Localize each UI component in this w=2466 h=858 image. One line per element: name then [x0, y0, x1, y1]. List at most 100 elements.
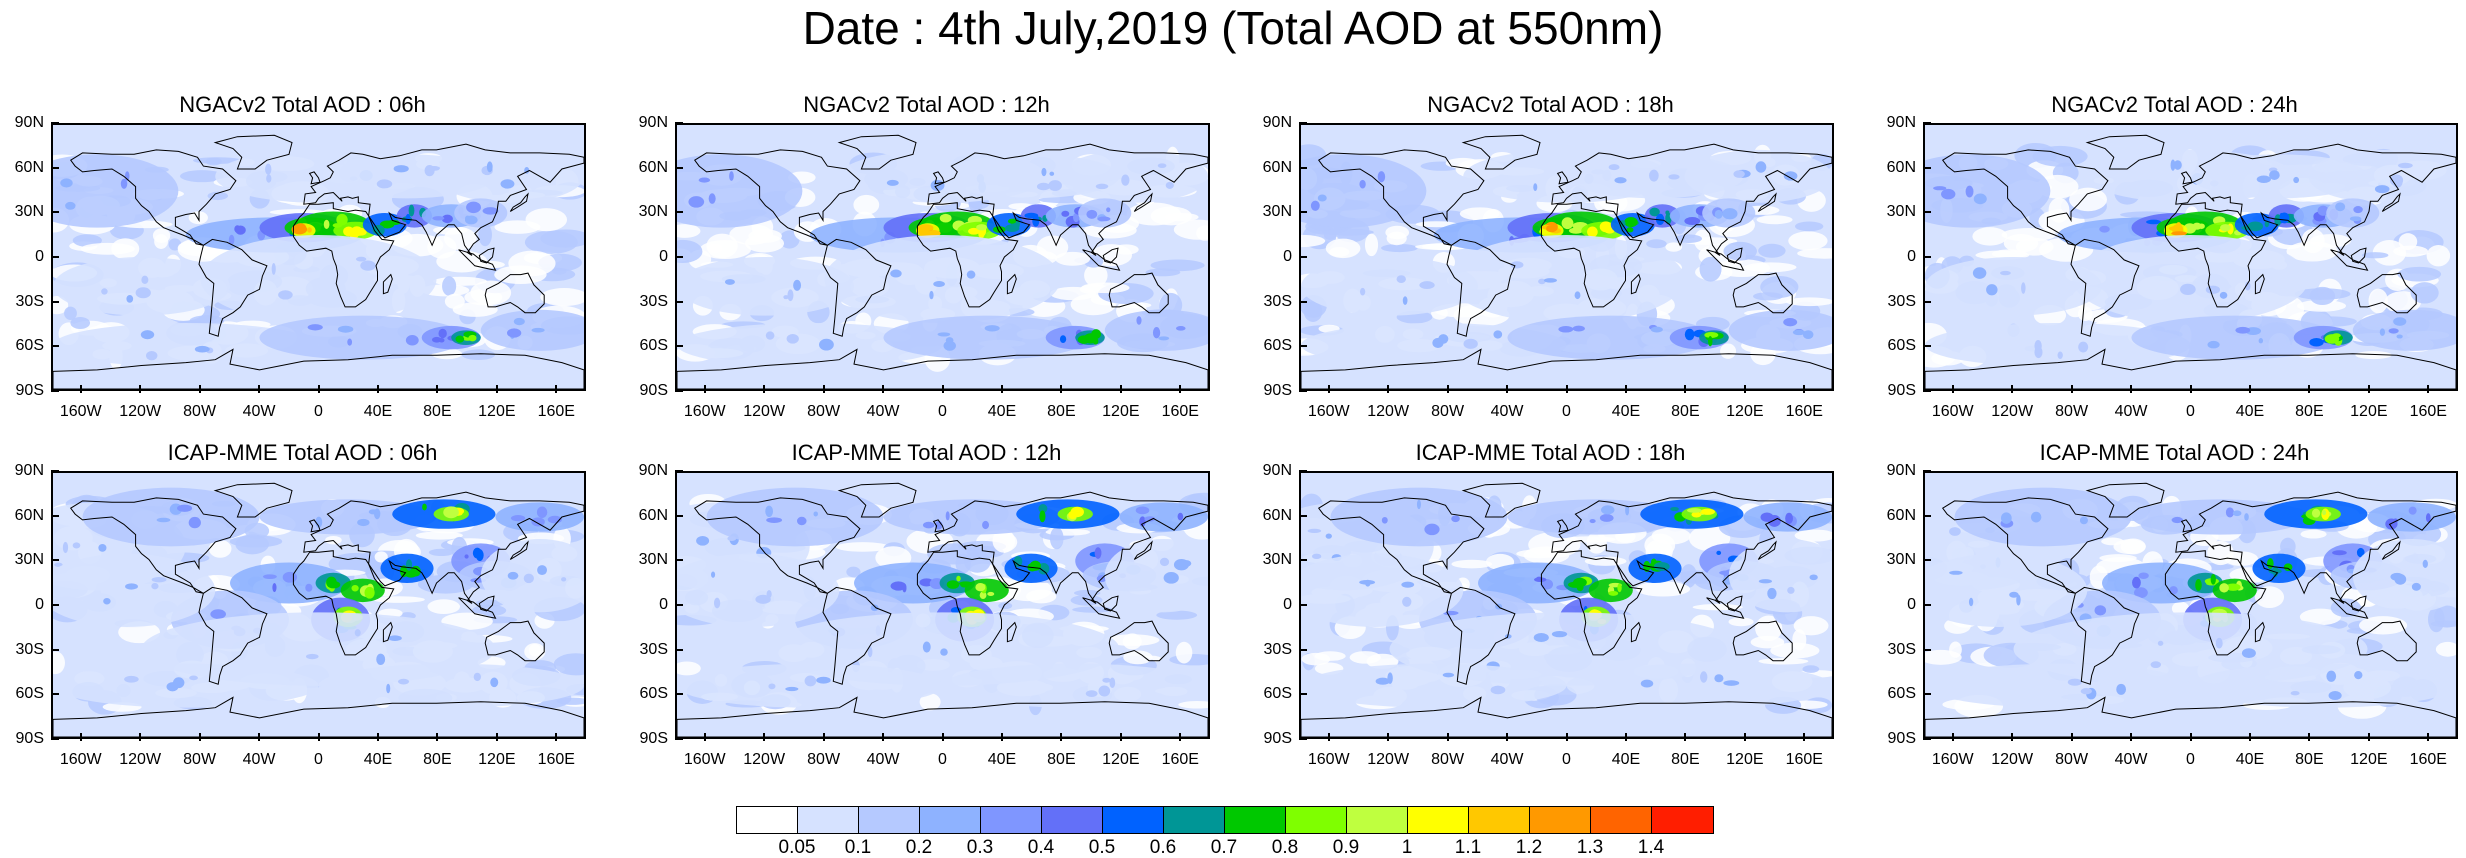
longitude-label: 160E — [1161, 403, 1199, 420]
colorbar-swatch — [1286, 807, 1347, 833]
longitude-tick — [1951, 385, 1954, 393]
coastline-indonesia — [2330, 249, 2369, 271]
coastline-africa — [2164, 202, 2267, 308]
colorbar-level-label: 1.2 — [1515, 837, 1543, 858]
coastline-borneo — [1726, 247, 1743, 264]
longitude-tick — [79, 385, 82, 393]
longitude-label: 40E — [2235, 751, 2265, 768]
latitude-tick — [1299, 738, 1307, 741]
aod-field-svg — [1925, 473, 2456, 737]
aod-map — [675, 471, 1210, 739]
coastline-japan — [2381, 540, 2401, 560]
longitude-tick — [1565, 385, 1568, 393]
map-panel-icap-mme-24h: ICAP-MME Total AOD : 24h 90N 60N 30N 0 30S 60S… — [1872, 440, 2466, 790]
latitude-label: 60S — [1887, 337, 1916, 355]
longitude-tick — [495, 385, 498, 393]
longitude-tick — [198, 385, 201, 393]
coastline-africa — [1540, 202, 1643, 308]
coastline-antarctica — [1301, 348, 1832, 389]
latitude-label: 30S — [1887, 292, 1916, 310]
longitude-tick — [1060, 733, 1063, 741]
coastline-madagascar — [2254, 273, 2265, 295]
latitude-tick — [1923, 300, 1931, 303]
longitude-label: 120E — [1726, 751, 1764, 768]
longitude-label: 40W — [242, 403, 276, 420]
map-panel-ngacv2-18h: NGACv2 Total AOD : 18h 90N 60N 30N 0 30S 60S 90… — [1248, 92, 1853, 442]
latitude-tick — [51, 514, 59, 517]
longitude-label: 160W — [683, 751, 726, 768]
latitude-tick — [1923, 559, 1931, 562]
latitude-label: 90N — [1886, 114, 1916, 131]
coastline-indonesia — [1706, 597, 1745, 619]
latitude-label: 90N — [1262, 462, 1292, 479]
coastline-japan — [509, 540, 529, 560]
latitude-tick — [675, 470, 683, 472]
coastline-northAmerica — [1317, 149, 1485, 246]
latitude-label: 90S — [1263, 382, 1292, 400]
coastline-australia — [1732, 272, 1793, 314]
longitude-label: 80E — [2295, 403, 2324, 420]
longitude-tick — [198, 733, 201, 741]
coastline-australia — [484, 272, 545, 314]
coastline-indonesia — [458, 249, 497, 271]
coastline-japan — [2381, 192, 2401, 212]
longitude-label: 120E — [2350, 403, 2388, 420]
colorbar-swatch — [737, 807, 798, 833]
aod-field-svg — [677, 473, 1208, 737]
latitude-tick — [675, 211, 683, 214]
coastline-uk — [1556, 519, 1569, 533]
latitude-label: 60S — [639, 337, 668, 355]
longitude-tick — [555, 385, 558, 393]
coastline-indonesia — [1706, 249, 1745, 271]
colorbar-level-label: 1.4 — [1637, 837, 1665, 858]
colorbar-swatch — [1225, 807, 1286, 833]
coastline-madagascar — [1630, 273, 1641, 295]
longitude-label: 120W — [1991, 751, 2034, 768]
longitude-label: 160W — [1307, 403, 1350, 420]
longitude-label: 80W — [807, 403, 841, 420]
longitude-label: 0 — [938, 751, 947, 768]
latitude-label: 60N — [1262, 506, 1292, 524]
latitude-label: 0 — [35, 248, 44, 265]
latitude-tick — [675, 648, 683, 651]
longitude-label: 40W — [1490, 751, 1524, 768]
colorbar-level-label: 0.6 — [1149, 837, 1177, 858]
coastline-southAmerica — [1446, 586, 1516, 685]
latitude-tick — [675, 693, 683, 696]
latitude-label: 0 — [35, 596, 44, 613]
longitude-label: 80W — [1431, 403, 1465, 420]
longitude-label: 80W — [2055, 403, 2089, 420]
aod-map — [1299, 471, 1834, 739]
latitude-tick — [1923, 256, 1931, 258]
longitude-tick — [2367, 385, 2370, 393]
latitude-tick — [1299, 470, 1307, 472]
longitude-tick — [1565, 733, 1568, 741]
latitude-label: 0 — [1283, 596, 1292, 613]
latitude-label: 30S — [1263, 292, 1292, 310]
longitude-tick — [1387, 385, 1390, 393]
coastline-uk — [2180, 519, 2193, 533]
latitude-label: 60N — [638, 506, 668, 524]
longitude-label: 0 — [1562, 403, 1571, 420]
longitude-label: 120W — [743, 403, 786, 420]
latitude-tick — [1299, 122, 1307, 124]
latitude-tick — [51, 648, 59, 651]
coastline-uk — [308, 171, 321, 185]
latitude-label: 90S — [15, 382, 44, 400]
latitude-tick — [1299, 604, 1307, 606]
coastline-southAmerica — [822, 238, 892, 337]
map-panel-icap-mme-12h: ICAP-MME Total AOD : 12h 90N 60N 30N 0 30S 60S… — [624, 440, 1229, 790]
coastline-japan — [1757, 192, 1777, 212]
latitude-label: 0 — [1907, 596, 1916, 613]
longitude-tick — [79, 733, 82, 741]
aod-field-svg — [53, 125, 584, 389]
longitude-tick — [703, 385, 706, 393]
longitude-tick — [2248, 385, 2251, 393]
longitude-label: 80W — [183, 751, 217, 768]
longitude-tick — [2189, 385, 2192, 393]
coastline-antarctica — [677, 348, 1208, 389]
longitude-label: 80W — [807, 751, 841, 768]
coastline-japan — [1133, 192, 1153, 212]
latitude-label: 60S — [15, 337, 44, 355]
latitude-tick — [1923, 738, 1931, 741]
